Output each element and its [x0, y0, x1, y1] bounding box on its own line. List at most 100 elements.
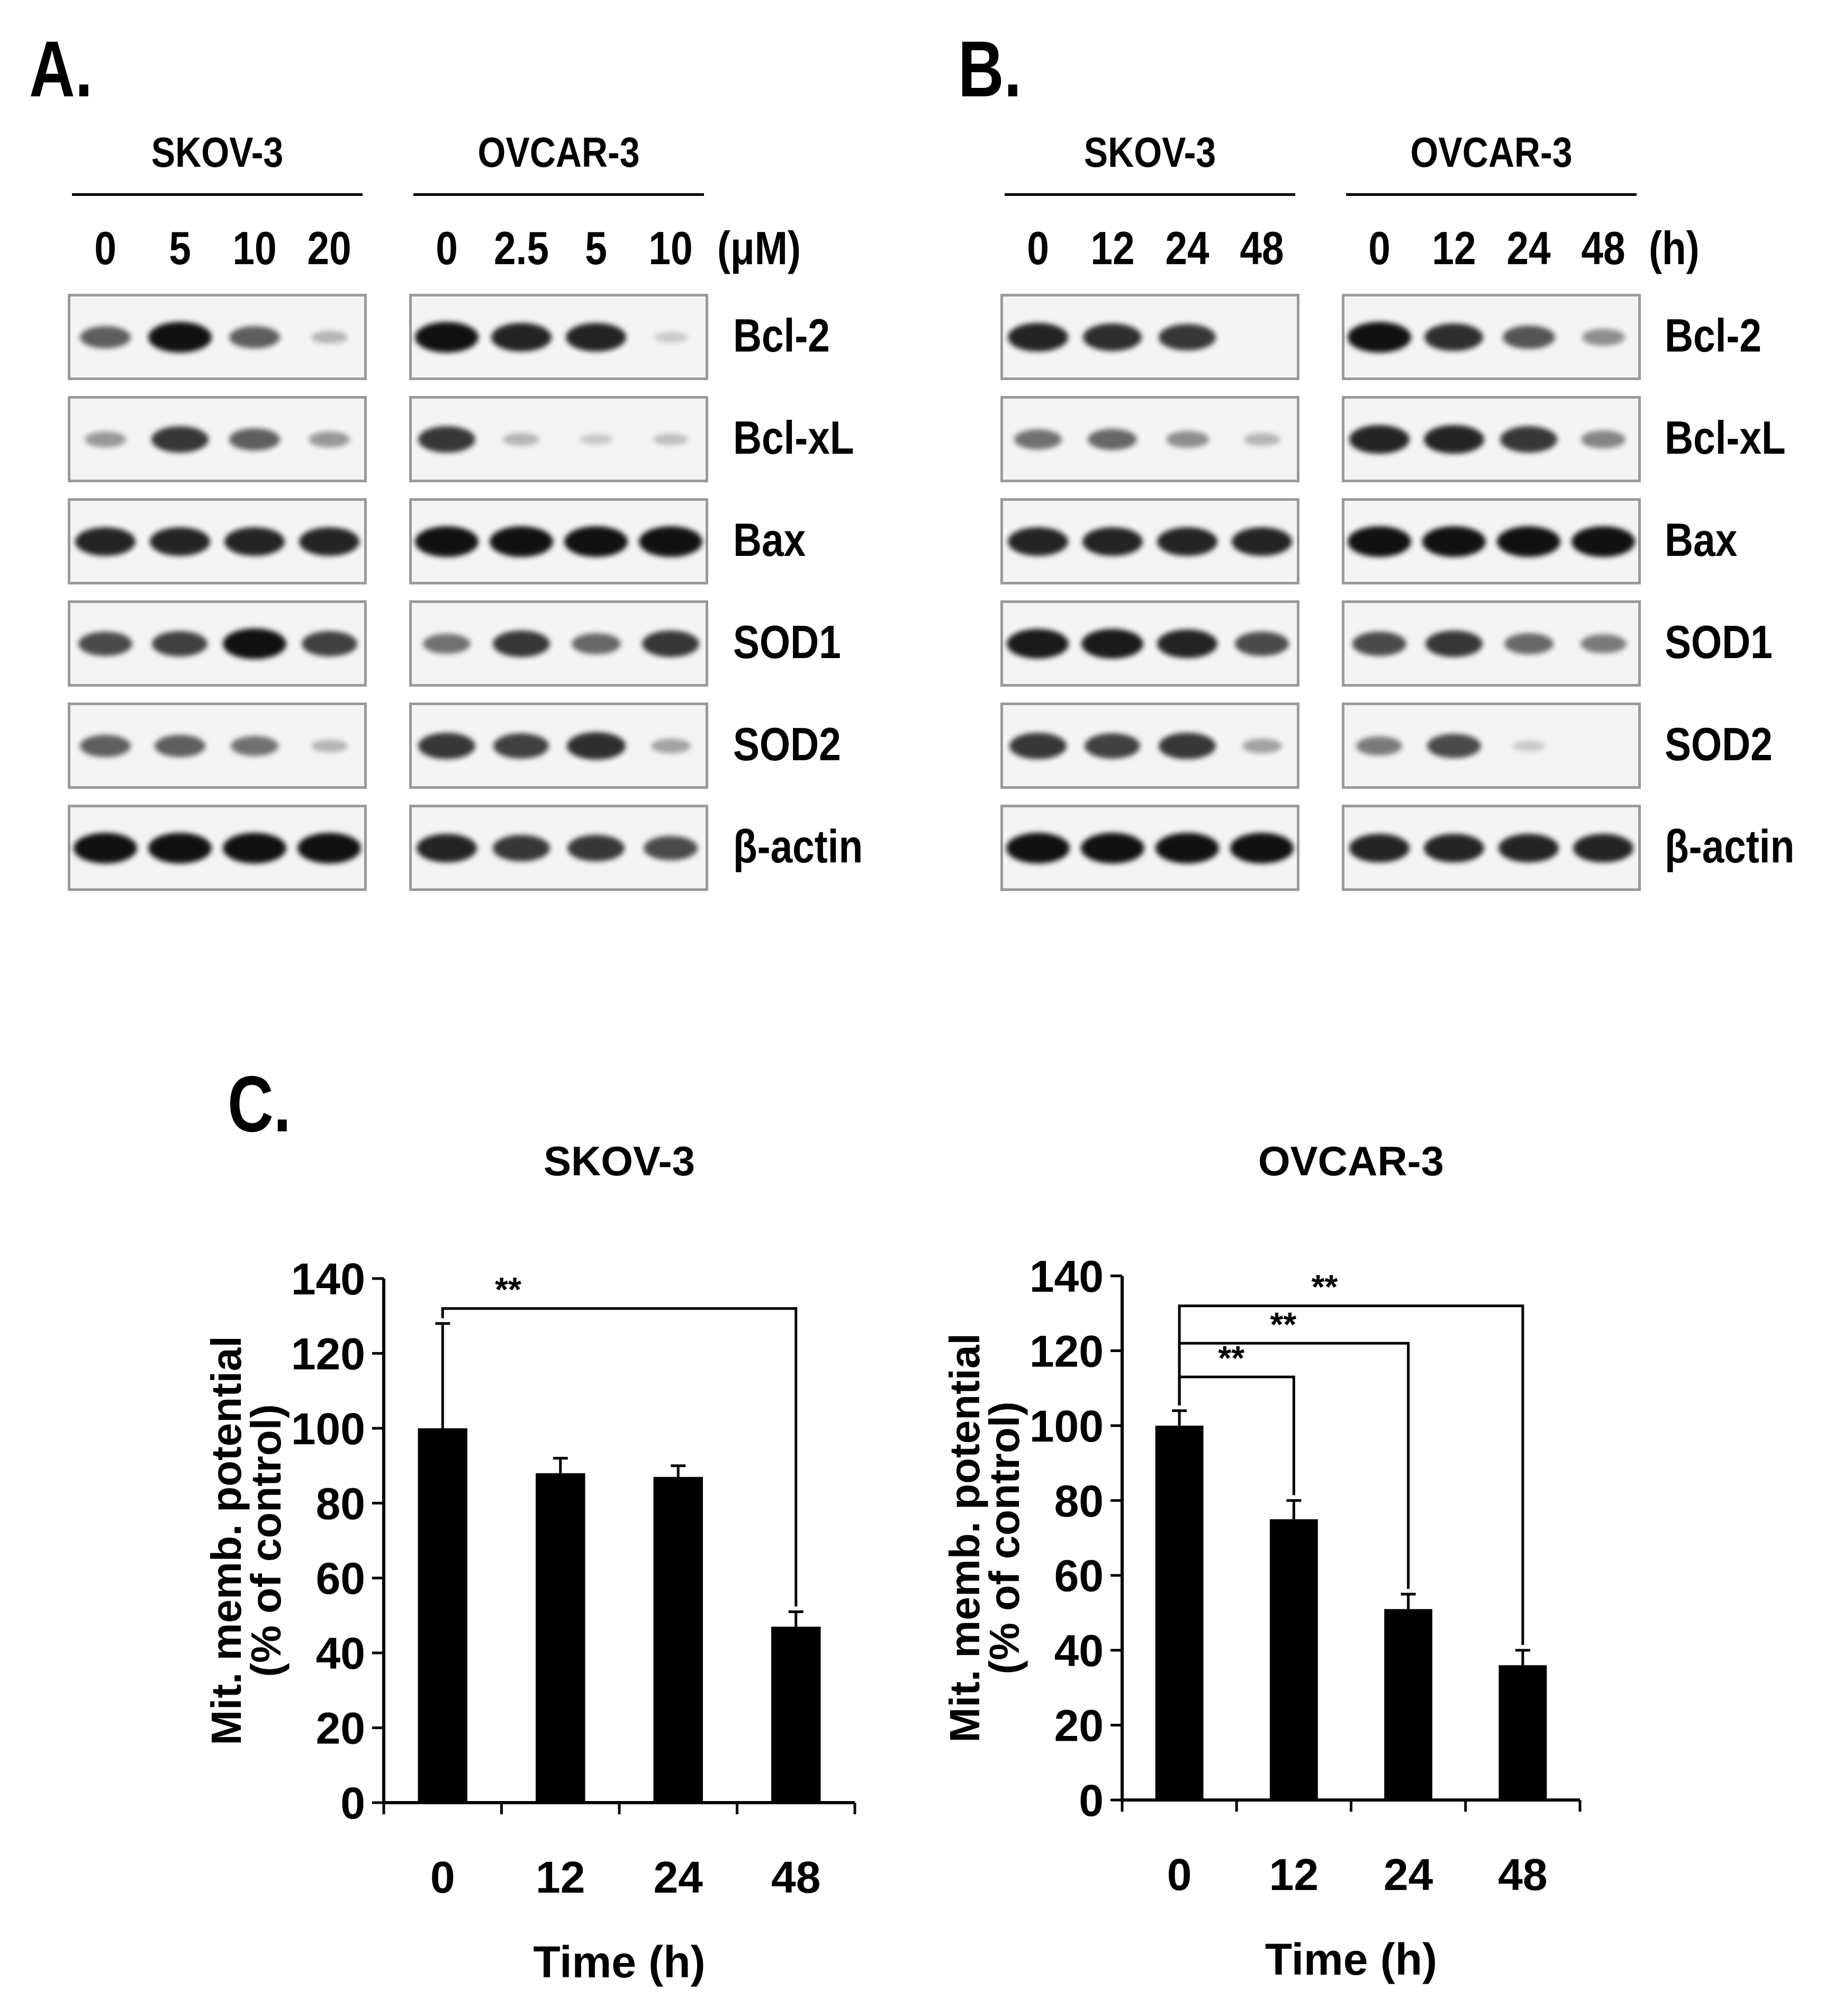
- panel-letter-c: C.: [228, 1059, 291, 1148]
- protein-band: [152, 631, 208, 656]
- protein-band: [1014, 429, 1062, 449]
- protein-band: [654, 331, 688, 343]
- lane-unit-label: (h): [1649, 222, 1700, 274]
- protein-band: [489, 526, 553, 557]
- protein-band: [1159, 732, 1216, 759]
- x-tick-label: 24: [1384, 1850, 1433, 1900]
- protein-band: [229, 326, 281, 348]
- protein-band: [1007, 322, 1068, 352]
- protein-band: [1423, 425, 1484, 454]
- bar: [418, 1428, 467, 1803]
- protein-band: [148, 832, 212, 863]
- protein-band: [299, 527, 360, 556]
- protein-band: [1009, 732, 1067, 759]
- bar: [1155, 1425, 1204, 1800]
- bar: [771, 1626, 821, 1803]
- protein-label: Bax: [733, 514, 806, 566]
- protein-band: [223, 628, 287, 659]
- protein-band: [491, 322, 552, 352]
- y-axis-label-2: (% of control): [981, 1401, 1028, 1674]
- blot-strip: [409, 294, 708, 380]
- y-tick-label: 100: [291, 1404, 365, 1454]
- protein-label: Bcl-2: [733, 309, 830, 362]
- protein-band: [639, 526, 703, 557]
- protein-label: SOD1: [733, 616, 841, 668]
- blot-cell-line-title: OVCAR-3: [1410, 129, 1573, 176]
- blot-cell-line-title: SKOV-3: [1083, 129, 1216, 176]
- x-axis-label: Time (h): [533, 1937, 705, 1987]
- protein-band: [84, 431, 126, 447]
- protein-band: [503, 433, 540, 446]
- protein-band: [1085, 733, 1141, 759]
- protein-band: [1007, 527, 1068, 556]
- protein-label: Bcl-xL: [733, 411, 854, 464]
- protein-band: [571, 633, 621, 654]
- protein-band: [231, 735, 279, 756]
- y-tick-label: 120: [1030, 1326, 1104, 1376]
- significance-label: **: [495, 1271, 521, 1309]
- protein-band: [79, 326, 131, 348]
- bar: [536, 1473, 585, 1803]
- bar: [653, 1477, 703, 1803]
- blot-cell-line-title: OVCAR-3: [477, 129, 640, 176]
- y-tick-label: 140: [1030, 1252, 1104, 1301]
- protein-band: [1347, 526, 1411, 557]
- blot-title-underline: [1005, 193, 1295, 196]
- lane-label: 24: [1165, 222, 1209, 274]
- protein-band: [1349, 833, 1410, 862]
- y-tick-label: 60: [1054, 1551, 1104, 1601]
- lane-label: 10: [232, 222, 277, 274]
- x-tick-label: 48: [771, 1852, 820, 1902]
- protein-band: [414, 526, 478, 557]
- protein-band: [642, 630, 700, 657]
- protein-band: [148, 321, 212, 353]
- protein-band: [1572, 526, 1636, 557]
- protein-band: [1356, 736, 1403, 755]
- y-tick-label: 80: [316, 1479, 365, 1528]
- panel-letter-b: B.: [958, 24, 1022, 113]
- protein-band: [1242, 738, 1282, 753]
- protein-label: Bcl-2: [1665, 309, 1762, 362]
- protein-label: β-actin: [733, 820, 863, 872]
- protein-band: [1081, 628, 1144, 659]
- x-tick-label: 24: [654, 1852, 703, 1902]
- protein-band: [1007, 628, 1069, 659]
- y-tick-label: 100: [1030, 1401, 1104, 1451]
- lane-unit-label: (μM): [717, 222, 801, 274]
- protein-band: [579, 434, 613, 445]
- protein-band: [1080, 832, 1144, 863]
- y-tick-label: 60: [316, 1554, 365, 1604]
- protein-band: [1166, 430, 1209, 448]
- bar: [1384, 1609, 1433, 1800]
- protein-band: [492, 630, 550, 657]
- y-tick-label: 80: [1054, 1476, 1104, 1526]
- protein-band: [1426, 733, 1481, 758]
- protein-band: [223, 832, 287, 863]
- protein-band: [1352, 631, 1406, 656]
- panel-letter-a: A.: [29, 24, 93, 113]
- protein-band: [644, 835, 698, 860]
- protein-band: [301, 631, 357, 656]
- protein-band: [418, 426, 475, 453]
- y-tick-label: 140: [291, 1254, 365, 1304]
- protein-band: [1573, 833, 1634, 862]
- protein-band: [1504, 633, 1554, 654]
- y-tick-label: 20: [316, 1704, 365, 1753]
- protein-band: [653, 433, 689, 445]
- x-tick-label: 0: [1167, 1850, 1192, 1900]
- protein-band: [564, 526, 628, 557]
- protein-band: [1243, 433, 1280, 446]
- chart-ovcar3: OVCAR-3 0 20 40 60 80 100 120 140 0 12 24 48 Time (h)…: [941, 1138, 1582, 1984]
- protein-band: [1512, 740, 1546, 751]
- significance-label: **: [1312, 1268, 1338, 1306]
- y-tick-label: 40: [1054, 1626, 1104, 1676]
- significance-label: **: [1218, 1339, 1244, 1377]
- lane-label: 5: [169, 222, 191, 274]
- protein-band: [1006, 832, 1070, 863]
- lane-label: 48: [1581, 222, 1626, 274]
- lane-label: 2.5: [493, 222, 549, 274]
- y-tick-label: 20: [1054, 1701, 1104, 1751]
- bar: [1269, 1519, 1318, 1800]
- protein-band: [1424, 323, 1484, 351]
- protein-label: Bax: [1665, 514, 1738, 566]
